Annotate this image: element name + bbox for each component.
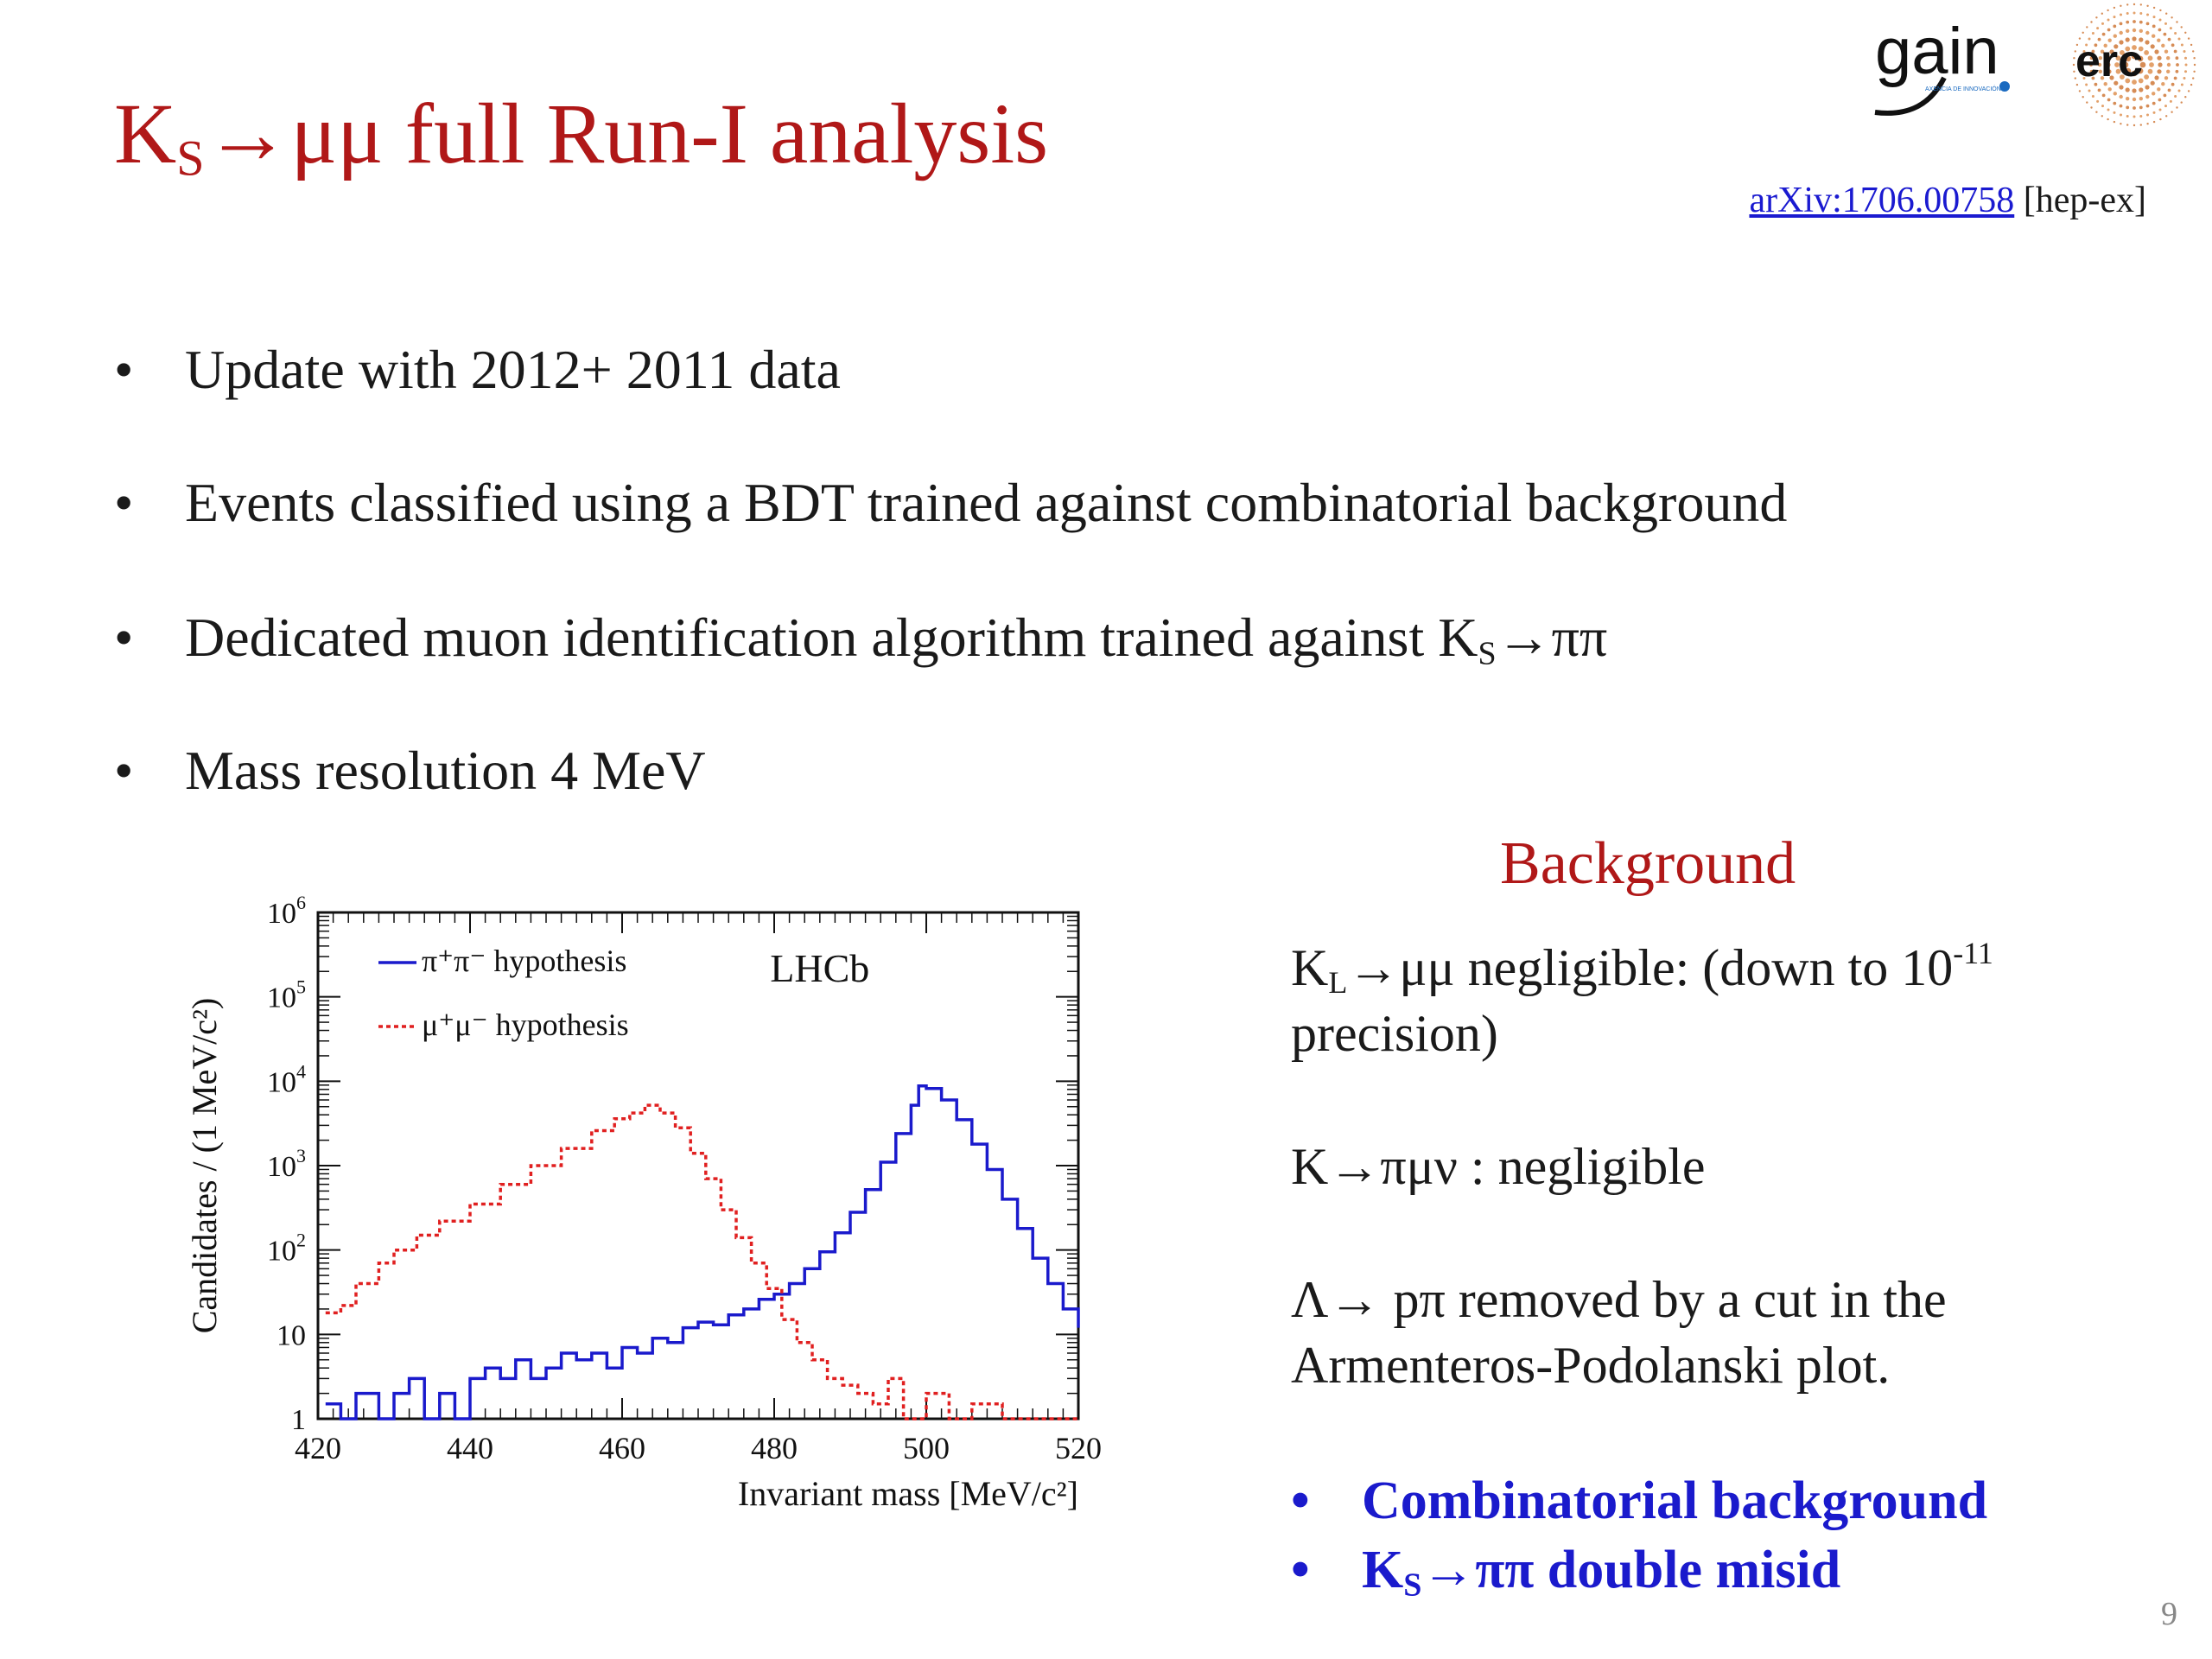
blue-bullet-item: • Combinatorial background	[1291, 1471, 1988, 1530]
bullet-item: • Update with 2012+ 2011 data	[114, 339, 841, 400]
y-axis-label: Candidates / (1 MeV/c²)	[185, 998, 224, 1334]
gain-subtext: AXENCIA DE INNOVACIÓN	[1925, 85, 2001, 92]
x-tick-label: 460	[599, 1431, 645, 1465]
y-tick-label: 104	[267, 1060, 306, 1098]
y-tick-label: 105	[267, 976, 306, 1014]
bullet-item: • Events classified using a BDT trained a…	[114, 472, 1788, 533]
gain-wordmark: gain	[1875, 15, 1999, 88]
plot-frame	[316, 911, 1080, 1421]
bullet-item: • Dedicated muon identification algorithm…	[114, 607, 1608, 672]
page-number: 9	[2161, 1596, 2177, 1632]
background-heading: Background	[1500, 830, 1796, 897]
arxiv-tag: [hep-ex]	[2014, 181, 2146, 220]
x-tick-label: 480	[751, 1431, 798, 1465]
legend-label: μ⁺μ⁻ hypothesis	[422, 1007, 629, 1042]
y-tick-label: 10	[276, 1319, 306, 1351]
pipi-series-line	[325, 1084, 1080, 1421]
y-tick-label: 103	[267, 1145, 306, 1183]
kl-mumu-text: KL→μμ negligible: (down to 10-11 precisi…	[1291, 935, 1993, 1062]
lhcb-label: LHCb	[770, 946, 869, 990]
blue-bullet-item: • KS→ππ double misid	[1291, 1541, 1841, 1604]
gain-erc-logo: gain AXENCIA DE INNOVACIÓN erc	[1874, 3, 2196, 127]
y-tick-label: 1	[291, 1404, 306, 1436]
y-tick-label: 106	[267, 892, 306, 930]
x-axis-label: Invariant mass [MeV/c²]	[738, 1474, 1078, 1513]
arxiv-reference: arXiv:1706.00758 [hep-ex]	[1749, 180, 2146, 221]
lambda-text: Λ→ pπ removed by a cut in the Armenteros…	[1291, 1271, 1947, 1394]
x-tick-label: 420	[295, 1431, 341, 1465]
gain-swoosh-icon	[1874, 76, 1947, 116]
k-pimunu-text: K→πμν : negligible	[1291, 1138, 1706, 1195]
x-tick-label: 440	[447, 1431, 493, 1465]
x-tick-label: 520	[1055, 1431, 1102, 1465]
bullet-item: • Mass resolution 4 MeV	[114, 740, 706, 801]
gain-dot-icon	[1999, 81, 2010, 92]
slide-title: KS→μμ full Run-I analysis	[114, 86, 1049, 187]
y-tick-label: 102	[267, 1230, 306, 1268]
erc-wordmark: erc	[2075, 36, 2143, 86]
legend-label: π⁺π⁻ hypothesis	[422, 944, 626, 978]
mumu-series-line	[325, 1103, 1078, 1421]
invariant-mass-chart: 420 440 460 480 500 520 1 10 102 103 104 105 106 Inva…	[185, 892, 1102, 1513]
x-tick-label: 500	[903, 1431, 950, 1465]
erc-starburst-icon	[2072, 3, 2196, 127]
arxiv-link[interactable]: arXiv:1706.00758	[1749, 181, 2015, 220]
